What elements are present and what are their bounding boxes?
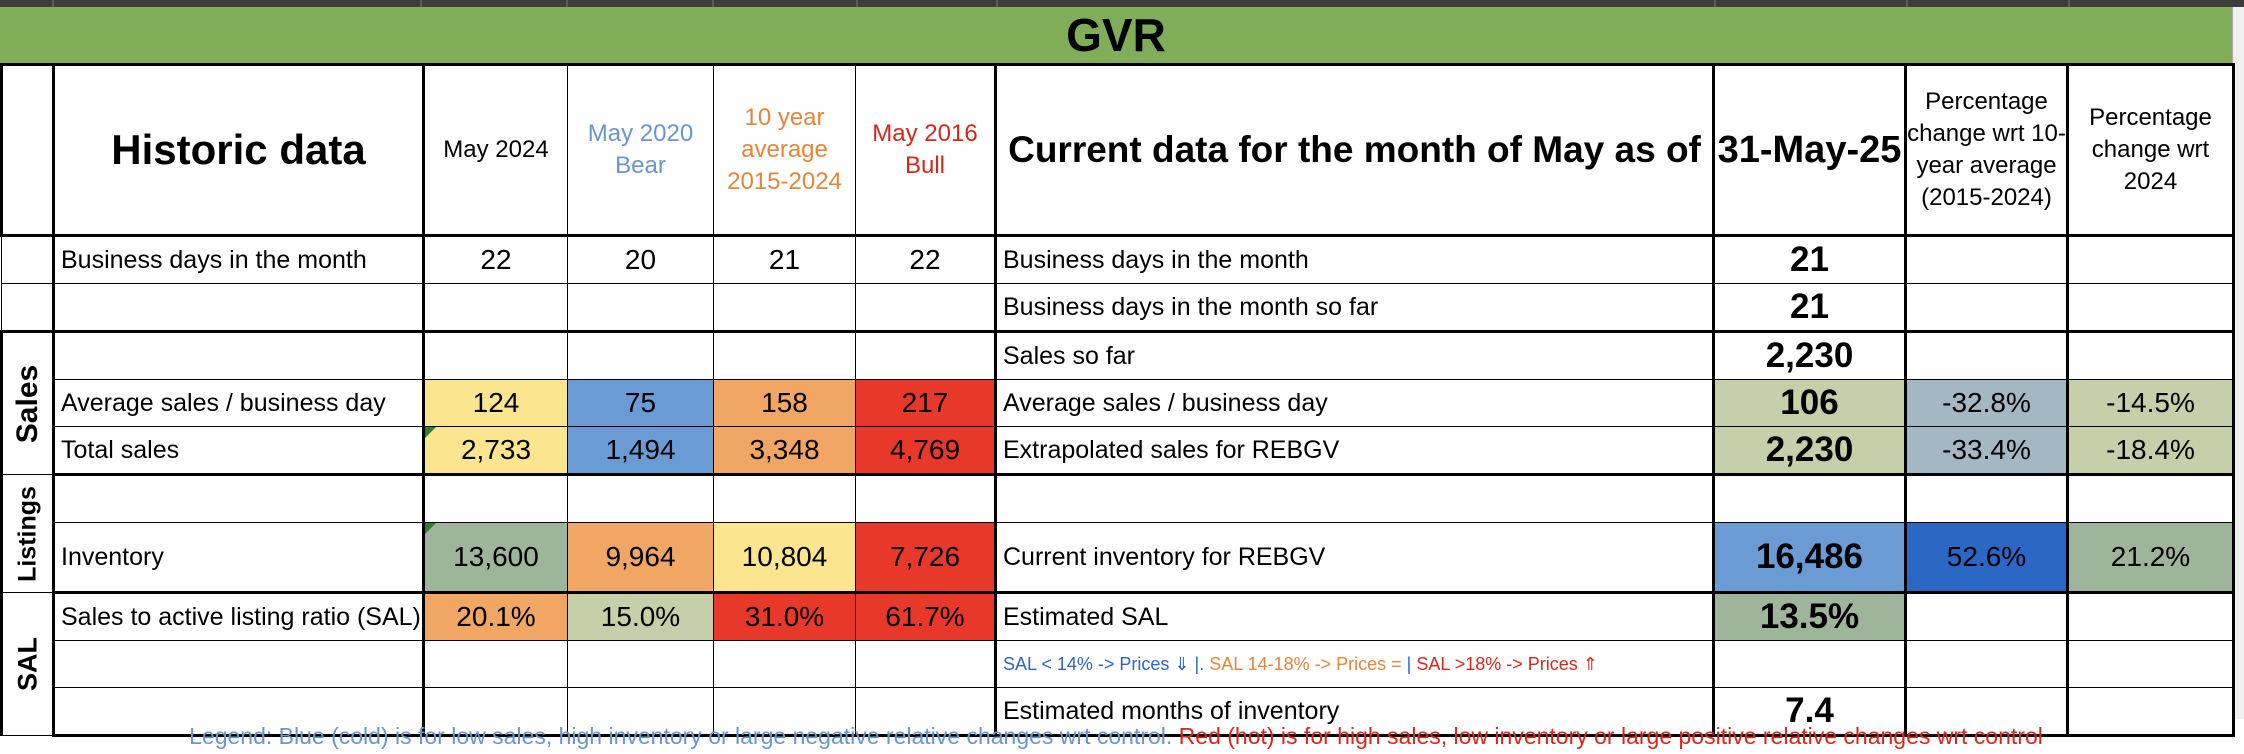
table-row: Business days in the month 22 20 21 22 B… (1, 235, 2235, 284)
legend: Legend: Blue (cold) is for low sales, hi… (0, 719, 2232, 754)
section-label-listings: Listings (13, 485, 41, 582)
current-value-business-days-so-far: 21 (1713, 283, 1907, 333)
cell-may2020-average-sales: 75 (567, 379, 714, 427)
col-header-may-2020-bear: May 2020 Bear (567, 63, 714, 237)
row-label-business-days: Business days in the month (52, 235, 425, 284)
cell-may2016-inventory: 7,726 (855, 522, 997, 594)
table-row: Sales Sales so far 2,230 (0, 331, 2235, 475)
cell-may2020-total-sales: 1,494 (567, 426, 714, 476)
cell-avg10-average-sales: 158 (713, 379, 856, 427)
section-label-sal: SAL (12, 637, 42, 691)
cell-may2016-average-sales: 217 (855, 379, 997, 427)
cell-may2020-inventory: 9,964 (567, 522, 714, 594)
historic-data-heading: Historic data (52, 63, 425, 237)
pct-2024-inventory: 21.2% (2067, 522, 2235, 594)
current-value-sales-so-far: 2,230 (1713, 331, 1907, 380)
title-bar: GVR (0, 7, 2232, 66)
header-row: Historic data May 2024 May 2020 Bear 10 … (0, 63, 2235, 237)
cell-may2016-total-sales: 4,769 (855, 426, 997, 476)
spreadsheet-column-strip (0, 0, 2244, 7)
sal-key-low: SAL < 14% -> Prices ⇓ (1003, 653, 1190, 674)
table-row: Business days in the month so far 21 (1, 283, 2235, 333)
table-row: SAL < 14% -> Prices ⇓ |. SAL 14-18% -> P… (2, 640, 2235, 688)
table-row: Estimated months of inventory 7.4 (2, 687, 2235, 737)
section-label-sales: Sales (10, 364, 44, 443)
cell-may2020-sal: 15.0% (567, 592, 714, 641)
section-label-sales-cell: Sales (0, 331, 54, 475)
current-label-inventory: Current inventory for REBGV (995, 522, 1715, 594)
cell-may2024-sal: 20.1% (423, 592, 568, 641)
current-value-extrapolated-sales: 2,230 (1713, 426, 1907, 476)
as-of-date: 31-May-25 (1713, 63, 1907, 237)
cell-may2020-business-days: 20 (567, 235, 714, 284)
current-label-average-sales: Average sales / business day (995, 379, 1715, 427)
row-label-sal: Sales to active listing ratio (SAL) (52, 592, 425, 641)
cell-may2024-total-sales: 2,733 (423, 426, 568, 476)
cell-avg10-inventory: 10,804 (713, 522, 856, 594)
table-row: Total sales 2,733 1,494 3,348 4,769 Extr… (2, 426, 2235, 476)
current-label-sales-so-far: Sales so far (995, 331, 1715, 380)
col-header-pct-10-year: Percentage change wrt 10-year average (2… (1905, 63, 2069, 237)
cell-may2016-sal: 61.7% (855, 592, 997, 641)
legend-cold: Legend: Blue (cold) is for low sales, hi… (189, 723, 1173, 749)
page-title: GVR (1066, 9, 1166, 61)
table-row: Average sales / business day 124 75 158 … (2, 379, 2235, 427)
pct-10yr-total-sales: -33.4% (1905, 426, 2069, 476)
header-blank-cell (0, 63, 54, 237)
cell-avg10-sal: 31.0% (713, 592, 856, 641)
section-label-sal-cell: SAL (0, 592, 54, 736)
legend-hot: Red (hot) is for high sales, low invento… (1178, 723, 2043, 749)
pct-10yr-average-sales: -32.8% (1905, 379, 2069, 427)
sal-key-separator: | (1406, 653, 1412, 674)
sal-key-separator: |. (1194, 653, 1205, 674)
current-label-estimated-sal: Estimated SAL (995, 592, 1715, 641)
sal-key-high: SAL >18% -> Prices ⇑ (1416, 653, 1598, 674)
col-header-pct-2024: Percentage change wrt 2024 (2067, 63, 2235, 237)
pct-2024-average-sales: -14.5% (2067, 379, 2235, 427)
current-label-business-days-so-far: Business days in the month so far (995, 283, 1715, 333)
cell-may2016-business-days: 22 (855, 235, 997, 284)
current-value-inventory: 16,486 (1713, 522, 1907, 594)
col-header-may-2024: May 2024 (423, 63, 568, 237)
table-row: Listings (0, 474, 2235, 593)
sal-color-key: SAL < 14% -> Prices ⇓ |. SAL 14-18% -> P… (995, 640, 1715, 688)
row-label-inventory: Inventory (52, 522, 425, 594)
sal-key-mid: SAL 14-18% -> Prices = (1209, 653, 1402, 674)
cell-avg10-business-days: 21 (713, 235, 856, 284)
current-value-business-days: 21 (1713, 235, 1907, 284)
table-row: Inventory 13,600 9,964 10,804 7,726 Curr… (2, 522, 2235, 594)
data-table: Historic data May 2024 May 2020 Bear 10 … (0, 63, 2235, 737)
table-row: SAL Sales to active listing ratio (SAL) … (0, 592, 2235, 736)
row-label-total-sales: Total sales (52, 426, 425, 476)
col-header-may-2016-bull: May 2016 Bull (855, 63, 997, 237)
row-label-average-sales: Average sales / business day (52, 379, 425, 427)
cell-avg10-total-sales: 3,348 (713, 426, 856, 476)
cell-may2024-inventory: 13,600 (423, 522, 568, 594)
current-value-average-sales: 106 (1713, 379, 1907, 427)
pct-2024-total-sales: -18.4% (2067, 426, 2235, 476)
current-label-months-of-inventory: Estimated months of inventory (995, 687, 1715, 737)
current-label-extrapolated-sales: Extrapolated sales for REBGV (995, 426, 1715, 476)
col-header-10-year-average: 10 year average 2015-2024 (713, 63, 856, 237)
current-value-estimated-sal: 13.5% (1713, 592, 1907, 641)
current-value-months-of-inventory: 7.4 (1713, 687, 1907, 737)
pct-10yr-inventory: 52.6% (1905, 522, 2069, 594)
section-label-listings-cell: Listings (0, 474, 54, 593)
current-label-business-days: Business days in the month (995, 235, 1715, 284)
cell-may2024-average-sales: 124 (423, 379, 568, 427)
cell-may2024-business-days: 22 (423, 235, 568, 284)
current-data-heading: Current data for the month of May as of (995, 63, 1715, 237)
